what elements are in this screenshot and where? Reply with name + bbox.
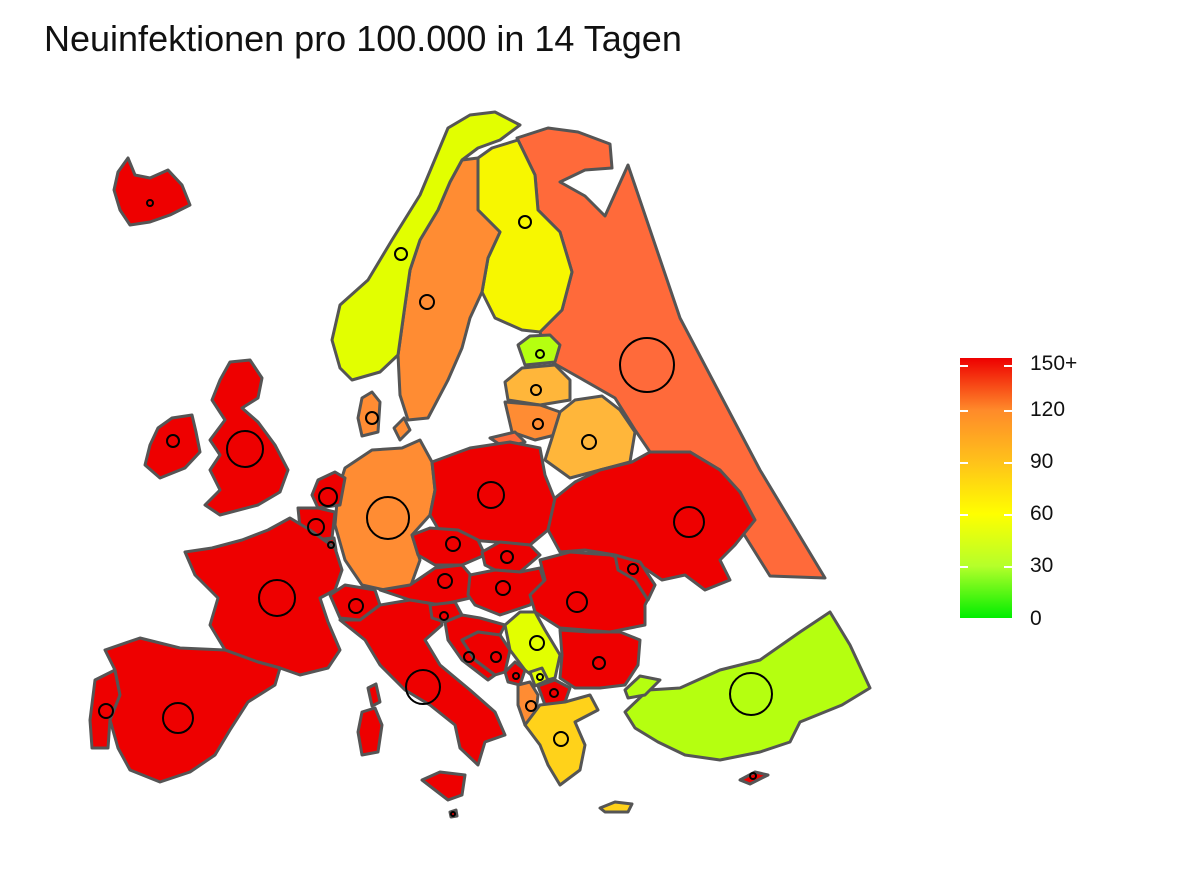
region-ukraine — [546, 450, 757, 592]
marker-italy — [405, 669, 441, 705]
region-iceland — [112, 156, 192, 227]
region-denmark-island — [392, 416, 412, 442]
marker-malta — [450, 811, 456, 817]
marker-turkey — [729, 672, 773, 716]
region-denmark — [356, 390, 382, 438]
region-bulgaria — [558, 628, 642, 690]
region-united-kingdom — [203, 358, 290, 517]
region-bosnia — [460, 630, 512, 677]
legend-tick — [1004, 566, 1012, 568]
marker-romania — [566, 591, 588, 613]
legend-tick — [1004, 365, 1012, 367]
marker-cyprus — [749, 772, 757, 780]
region-north-macedonia — [536, 678, 572, 707]
region-spain — [103, 636, 282, 784]
region-moldova — [613, 553, 657, 602]
marker-switzerland — [348, 598, 364, 614]
region-sardinia — [356, 706, 384, 757]
legend-label-30: 30 — [1030, 554, 1054, 577]
marker-germany — [366, 496, 410, 540]
marker-portugal — [98, 703, 114, 719]
legend-tick — [1004, 410, 1012, 412]
marker-serbia — [529, 635, 545, 651]
marker-estonia — [535, 349, 545, 359]
marker-luxembourg — [327, 541, 335, 549]
marker-denmark — [365, 411, 379, 425]
marker-united-kingdom — [226, 430, 264, 468]
marker-moldova — [627, 563, 639, 575]
region-poland — [428, 440, 557, 547]
legend-tick — [960, 566, 968, 568]
region-netherlands — [310, 470, 347, 510]
marker-france — [258, 579, 296, 617]
marker-hungary — [495, 580, 511, 596]
marker-slovenia — [439, 611, 449, 621]
marker-slovakia — [500, 550, 514, 564]
marker-greece — [553, 731, 569, 747]
marker-iceland — [146, 199, 154, 207]
marker-bosnia — [490, 651, 502, 663]
marker-montenegro — [512, 672, 520, 680]
marker-netherlands — [318, 487, 338, 507]
legend-tick — [1004, 514, 1012, 516]
legend-label-150: 150+ — [1030, 352, 1078, 375]
legend-label-90: 90 — [1030, 450, 1054, 473]
legend-tick — [960, 365, 968, 367]
marker-finland — [518, 215, 532, 229]
region-germany — [333, 438, 437, 592]
region-norway — [330, 110, 522, 382]
marker-albania — [525, 700, 537, 712]
region-crete — [598, 800, 634, 814]
legend-tick — [960, 514, 968, 516]
marker-sweden — [419, 294, 435, 310]
legend-label-0: 0 — [1030, 607, 1042, 630]
marker-spain — [162, 702, 194, 734]
marker-latvia — [530, 384, 542, 396]
marker-ireland — [166, 434, 180, 448]
chart-title: Neuinfektionen pro 100.000 in 14 Tagen — [44, 18, 682, 59]
marker-austria — [437, 573, 453, 589]
marker-croatia — [463, 651, 475, 663]
region-turkey — [623, 610, 872, 762]
legend-tick — [960, 462, 968, 464]
region-corsica — [366, 682, 382, 708]
region-sicily — [420, 770, 467, 802]
region-italy — [338, 598, 507, 767]
marker-north-macedonia — [549, 688, 559, 698]
marker-belarus — [581, 434, 597, 450]
legend-tick — [960, 410, 968, 412]
marker-bulgaria — [592, 656, 606, 670]
marker-czech-republic — [445, 536, 461, 552]
marker-lithuania — [532, 418, 544, 430]
legend-color-bar — [960, 358, 1012, 618]
marker-belgium — [307, 518, 325, 536]
marker-poland — [477, 481, 505, 509]
marker-ukraine — [673, 506, 705, 538]
region-slovakia — [480, 540, 542, 574]
region-greece — [523, 693, 600, 787]
marker-kosovo — [536, 673, 544, 681]
legend-tick — [1004, 462, 1012, 464]
region-france — [183, 516, 344, 677]
legend-label-60: 60 — [1030, 502, 1054, 525]
marker-norway — [394, 247, 408, 261]
marker-russia — [619, 337, 675, 393]
region-kosovo — [528, 666, 550, 688]
legend-label-120: 120 — [1030, 398, 1066, 421]
region-turkey-thrace — [623, 674, 662, 700]
